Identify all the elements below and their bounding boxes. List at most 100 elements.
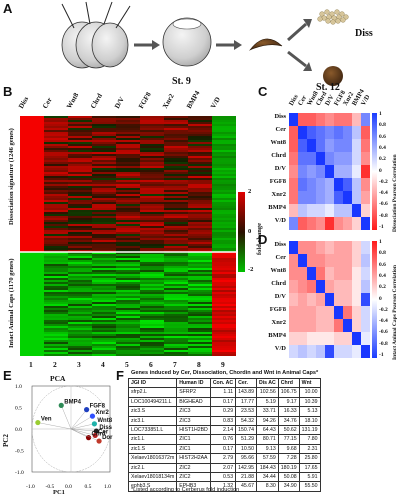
heatmap-cell xyxy=(212,236,236,239)
heatmap-cell xyxy=(92,348,117,351)
heatmap-cell xyxy=(92,138,117,141)
heatmap-cell xyxy=(20,194,45,197)
heatmap-cell xyxy=(212,354,236,356)
heatmap-cell xyxy=(20,298,45,301)
heatmap-cell xyxy=(188,218,213,221)
heatmap-cell xyxy=(212,218,236,221)
heatmap-cell xyxy=(188,120,213,123)
heatmap-cell xyxy=(164,164,189,167)
heatmap-cell xyxy=(140,348,165,351)
heatmap-cell xyxy=(140,330,165,333)
heatmap-cell xyxy=(164,354,189,356)
heatmap-cell xyxy=(44,354,69,356)
heatmap-cell xyxy=(140,148,165,151)
heatmap-cell xyxy=(212,340,236,343)
heatmap-cell xyxy=(188,144,213,147)
heatmap-cell xyxy=(140,146,165,149)
heatmap-cell xyxy=(188,202,213,205)
heatmap-cell xyxy=(92,260,117,263)
heatmap-cell xyxy=(20,168,45,171)
heatmap-cell xyxy=(164,204,189,207)
heatmap-cell xyxy=(140,308,165,311)
heatmap-cell xyxy=(164,308,189,311)
corr-cell xyxy=(334,191,344,205)
heatmap-cell xyxy=(140,324,165,327)
heatmap-cell xyxy=(68,162,93,165)
heatmap-cell xyxy=(188,226,213,229)
heatmap-cell xyxy=(212,332,236,335)
table-cell: ZIC1 xyxy=(176,434,211,445)
heatmap-cell xyxy=(212,164,236,167)
panel-b-letter: B xyxy=(3,84,13,99)
heatmap-cell xyxy=(92,196,117,199)
heatmap-cell xyxy=(164,286,189,289)
heatmap-cell xyxy=(44,162,69,165)
heatmap-cell xyxy=(140,194,165,197)
heatmap-cell xyxy=(116,290,141,293)
table-cell: 143.89 xyxy=(235,387,257,398)
table-cell: 2.79 xyxy=(209,453,237,464)
heatmap-cell xyxy=(116,218,141,221)
pca-xtick: 0.5 xyxy=(85,484,92,490)
heatmap-cell xyxy=(68,306,93,309)
heatmap-cell xyxy=(92,180,117,183)
heatmap-cell xyxy=(44,350,69,353)
heatmap-cell xyxy=(68,198,93,201)
table-cell: zic3.L xyxy=(127,415,178,427)
heatmap-cell xyxy=(20,300,45,303)
heatmap-cell xyxy=(116,302,141,305)
heatmap-cell xyxy=(44,252,69,255)
heatmap-cell xyxy=(212,264,236,267)
corr-cell xyxy=(298,293,308,307)
heatmap-cell xyxy=(44,228,69,231)
heatmap-cell xyxy=(164,160,189,163)
heatmap-cell xyxy=(188,300,213,303)
heatmap-cell xyxy=(140,210,165,213)
heatmap-cell xyxy=(188,330,213,333)
heatmap-cell xyxy=(68,122,93,125)
corr-cell xyxy=(325,319,335,333)
pca-xtick: -1.0 xyxy=(26,484,35,490)
heatmap-cell xyxy=(44,318,69,321)
heatmap-cell xyxy=(92,328,117,331)
heatmap-cell xyxy=(212,278,236,281)
heatmap-cell xyxy=(116,308,141,311)
heatmap-cell xyxy=(164,290,189,293)
heatmap-cell xyxy=(92,352,117,355)
corr-cell xyxy=(316,254,326,268)
heatmap-cell xyxy=(20,174,45,177)
heatmap-cell xyxy=(68,300,93,303)
corr-cell xyxy=(343,204,353,218)
heatmap-cell xyxy=(140,214,165,217)
table-cell: 16.33 xyxy=(277,406,300,417)
corr-cell xyxy=(352,319,362,333)
heatmap-cell xyxy=(212,152,236,155)
heatmap-cell xyxy=(212,296,236,299)
heatmap-cell xyxy=(116,334,141,337)
heatmap-cell xyxy=(68,312,93,315)
heatmap-cell xyxy=(188,234,213,237)
heatmap-cell xyxy=(20,312,45,315)
heatmap-cell xyxy=(92,162,117,165)
heatmap-cell xyxy=(116,228,141,231)
heatmap-cell xyxy=(68,288,93,291)
heatmap-cell xyxy=(92,232,117,235)
heatmap-cell xyxy=(20,242,45,245)
heatmap-cell xyxy=(188,154,213,157)
corr-cell xyxy=(316,165,326,179)
heatmap-cell xyxy=(164,134,189,137)
heatmap-col-label: FGF8 xyxy=(137,90,153,110)
table-row: LOC733851.L HIST1H2BD 2.14 150.74 64.43 50.62… xyxy=(127,425,321,436)
heatmap-cell xyxy=(188,198,213,201)
heatmap-cell xyxy=(164,124,189,127)
heatmap-cell xyxy=(68,176,93,179)
heatmap-cell xyxy=(188,148,213,151)
heatmap-cell xyxy=(140,340,165,343)
heatmap-cell xyxy=(116,244,141,247)
corr-cell xyxy=(325,280,335,294)
heatmap-cell xyxy=(92,146,117,149)
arrow-icon xyxy=(216,40,242,50)
corr-cell xyxy=(307,165,317,179)
table-cell: 184.43 xyxy=(255,462,279,474)
heatmap-cell xyxy=(92,150,117,153)
